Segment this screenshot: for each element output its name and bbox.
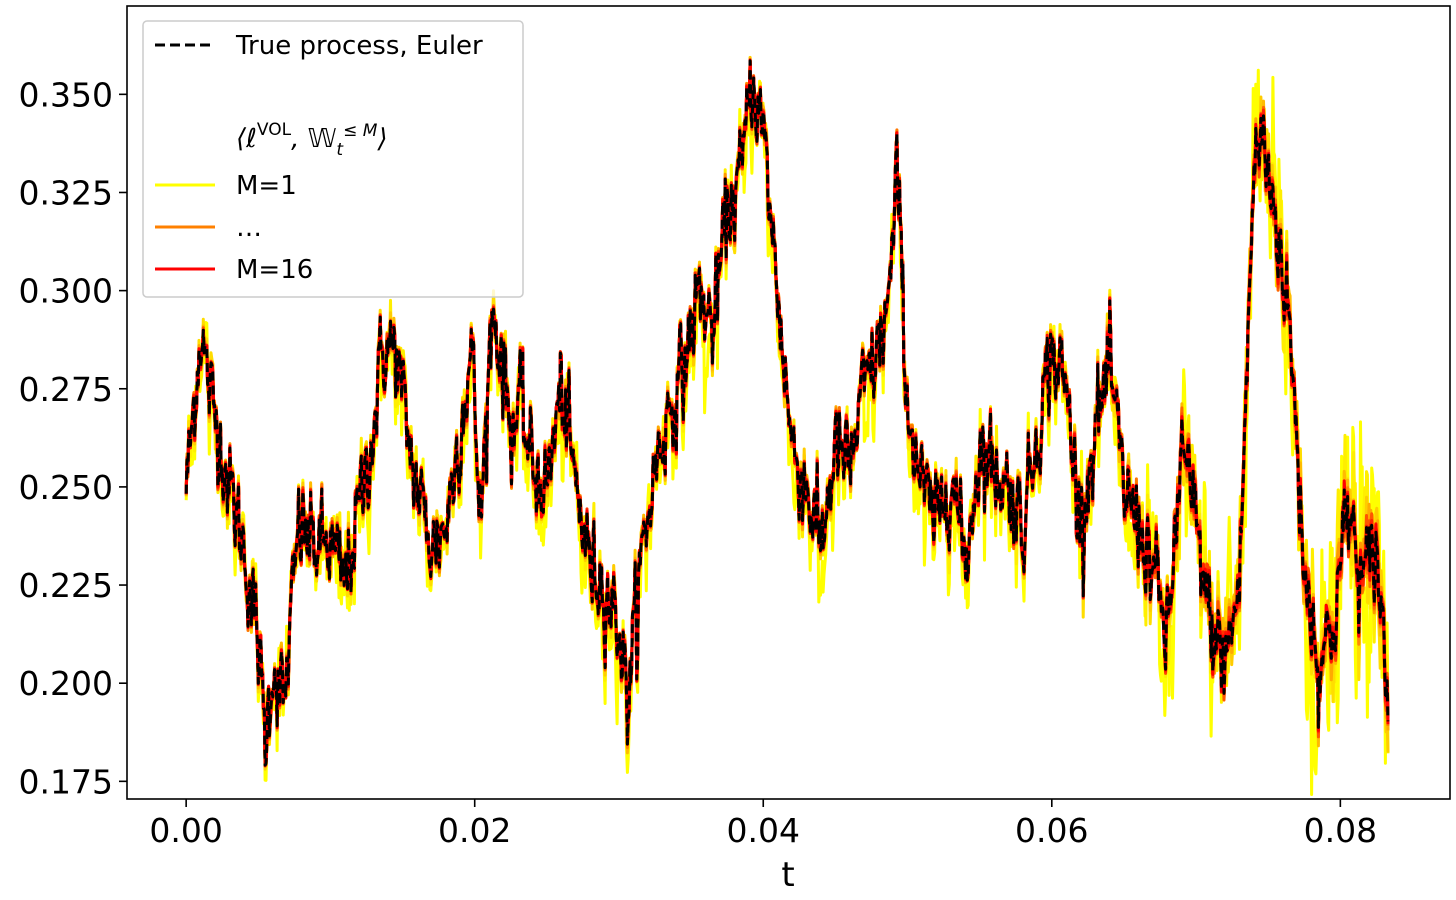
- legend-label-mid: …: [236, 213, 262, 243]
- legend-label-true-process: True process, Euler: [235, 31, 483, 61]
- y-tick-label-4: 0.275: [19, 370, 113, 409]
- legend-label-m1: M=1: [236, 171, 297, 201]
- y-tick-label-7: 0.350: [19, 75, 113, 114]
- x-tick-label-2: 0.04: [727, 811, 800, 850]
- y-tick-label-3: 0.250: [19, 468, 113, 507]
- x-tick-label-3: 0.06: [1015, 811, 1088, 850]
- legend-heading: ⟨ℓVOL, 𝕎t≤ M⟩: [236, 120, 388, 160]
- y-tick-label-5: 0.300: [19, 272, 113, 311]
- y-tick-label-1: 0.200: [19, 664, 113, 703]
- x-tick-label-4: 0.08: [1304, 811, 1377, 850]
- y-axis: 0.175 0.200 0.225 0.250 0.275 0.300 0.325 0.350: [19, 75, 127, 801]
- x-tick-label-0: 0.00: [149, 811, 222, 850]
- legend: True process, Euler ⟨ℓVOL, 𝕎t≤ M⟩ M=1 … …: [142, 20, 524, 298]
- series-line-true-process: [184, 59, 1390, 767]
- y-tick-label-6: 0.325: [19, 173, 113, 212]
- y-tick-label-2: 0.225: [19, 566, 113, 605]
- x-axis-title: t: [781, 855, 794, 895]
- plot-frame: [126, 5, 1451, 800]
- legend-box: [142, 20, 524, 298]
- series-layer: [184, 55, 1390, 796]
- x-axis: 0.00 0.02 0.04 0.06 0.08: [149, 799, 1377, 850]
- y-tick-label-0: 0.175: [19, 762, 113, 801]
- x-tick-label-1: 0.02: [438, 811, 511, 850]
- legend-label-m16: M=16: [236, 255, 313, 285]
